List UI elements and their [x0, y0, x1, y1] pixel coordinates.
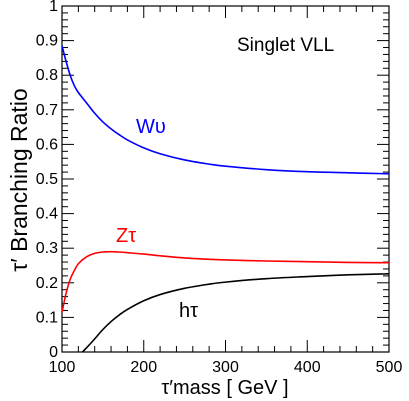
y-tick-label: 0.9	[36, 33, 58, 50]
curves	[61, 45, 390, 353]
labels: Singlet VLL τ′mass [ GeV ] τ′ Branching …	[6, 35, 334, 399]
y-tick-label: 0.5	[36, 171, 58, 188]
plot-frame	[61, 5, 390, 353]
x-tick-label: 400	[294, 359, 321, 376]
x-axis-label: τ′mass [ GeV ]	[161, 377, 288, 399]
y-tick-label: 0.7	[36, 102, 58, 119]
y-tick-label: 0.8	[36, 67, 58, 84]
series-line-2	[81, 273, 390, 353]
y-tick-label: 0.3	[36, 240, 58, 257]
series-label-h: hτ	[179, 300, 198, 322]
series-label-w: Wυ	[136, 116, 166, 138]
y-tick-label: 0.4	[36, 206, 58, 223]
axes: 100 200 300 400 500 0 0.1 0.2 0.3 0.4 0.5 0.6 0.7 0.8…	[36, 0, 403, 376]
y-tick-label: 0.6	[36, 136, 58, 153]
series-line-0	[61, 45, 390, 175]
x-tick-label: 300	[212, 359, 239, 376]
series-line-1	[61, 250, 390, 313]
y-tick-label: 0.1	[36, 309, 58, 326]
x-tick-label: 500	[376, 359, 403, 376]
y-tick-label: 0	[49, 344, 58, 361]
series-label-z: Zτ	[116, 225, 136, 247]
x-tick-label: 100	[49, 359, 76, 376]
y-tick-label: 0.2	[36, 275, 58, 292]
y-axis-label: τ′ Branching Ratio	[6, 88, 32, 271]
x-tick-label: 200	[130, 359, 157, 376]
annotation-text: Singlet VLL	[237, 35, 334, 56]
y-tick-label: 1	[49, 0, 58, 15]
